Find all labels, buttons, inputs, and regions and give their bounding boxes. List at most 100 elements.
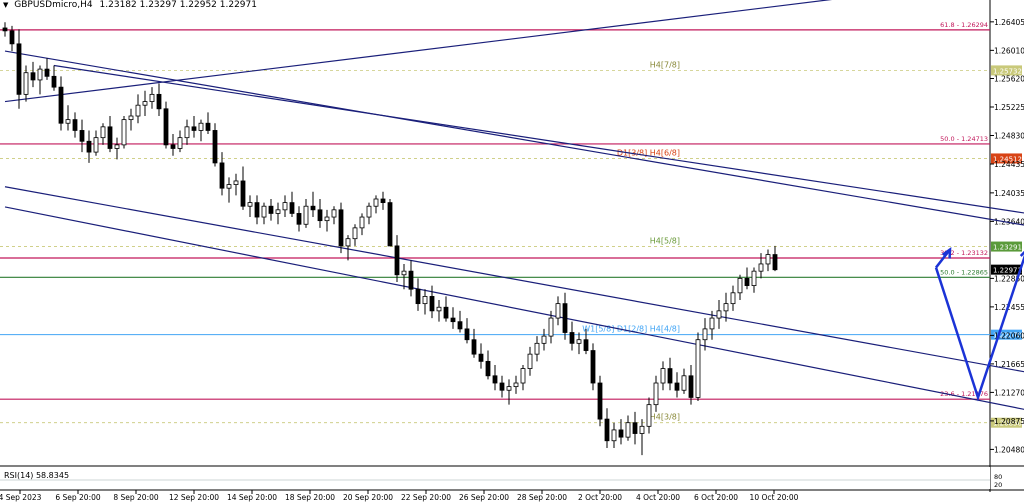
candle-body: [422, 296, 428, 305]
channel-line: [53, 64, 1024, 214]
candle-body: [156, 93, 162, 110]
rsi-label: RSI(14) 58.8345: [4, 471, 70, 480]
x-tick-label: 20 Sep 20:00: [343, 493, 393, 502]
x-tick-label: 10 Oct 20:00: [750, 493, 799, 502]
x-tick-label: 14 Sep 20:00: [227, 493, 277, 502]
chart-header: ▼ GBPUSDmicro,H4 1.23182 1.23297 1.22952…: [3, 0, 257, 10]
candle-body: [359, 216, 365, 229]
channel-line: [4, 206, 1024, 410]
symbol-label: GBPUSDmicro,H4: [14, 0, 93, 10]
candle-body: [576, 339, 582, 344]
candle-body: [205, 122, 211, 131]
candle-body: [534, 342, 540, 355]
candle-body: [30, 72, 36, 81]
y-tick-label: 1.23640: [994, 217, 1024, 226]
dropdown-triangle-icon[interactable]: ▼: [3, 1, 9, 9]
candle-body: [443, 306, 449, 319]
y-tick-label: 1.21270: [994, 388, 1024, 397]
candle-body: [450, 317, 456, 323]
x-tick-label: 12 Sep 20:00: [169, 493, 219, 502]
level-label: 50.0 - 1.24713: [940, 135, 988, 143]
candle-body: [408, 270, 414, 290]
candle-body: [604, 418, 610, 442]
candle-body: [527, 353, 533, 369]
candle-body: [163, 108, 169, 146]
candle-body: [303, 205, 309, 225]
rsi-tick: 80: [994, 473, 1002, 481]
candle-body: [247, 202, 253, 207]
candle-body: [702, 328, 708, 341]
y-tick-label: 1.26405: [994, 18, 1024, 27]
candle-body: [653, 382, 659, 406]
candle-body: [597, 382, 603, 420]
candle-body: [282, 202, 288, 211]
level-label: D1[3/8] H4[6/8]: [617, 148, 680, 157]
candle-body: [107, 126, 113, 149]
channel-line: [4, 186, 1024, 373]
candle-body: [72, 119, 78, 131]
y-tick-label: 1.20480: [994, 445, 1024, 454]
candle-body: [569, 332, 575, 344]
y-tick-label: 1.26010: [994, 46, 1024, 55]
x-tick-label: 6 Sep 20:00: [55, 493, 101, 502]
candle-body: [296, 213, 302, 225]
candle-body: [51, 75, 57, 88]
candle-body: [65, 119, 71, 124]
level-label: 38.2 - 1.23132: [940, 249, 988, 257]
candle-body: [44, 68, 50, 77]
candle-body: [688, 375, 694, 398]
candle-body: [660, 368, 666, 384]
candle-body: [471, 339, 477, 355]
candle-body: [618, 429, 624, 438]
candle-body: [177, 137, 183, 149]
candle-body: [625, 422, 631, 438]
candle-body: [583, 339, 589, 351]
candle-body: [646, 404, 652, 427]
arrowhead-icon: [941, 246, 952, 259]
candle-body: [324, 216, 330, 222]
candle-body: [86, 140, 92, 153]
level-label: 23.6 - 1.21176: [940, 390, 988, 398]
candle-body: [765, 254, 771, 265]
candle-body: [9, 30, 15, 45]
candle-body: [520, 368, 526, 384]
candle-body: [121, 119, 127, 146]
candle-body: [37, 68, 43, 81]
candle-body: [772, 254, 778, 271]
candle-body: [429, 296, 435, 312]
y-tick-label: 1.25225: [994, 103, 1024, 112]
x-tick-label: 6 Oct 20:00: [694, 493, 738, 502]
candle-body: [737, 277, 743, 294]
level-label: H4[5/8]: [650, 237, 680, 246]
candle-body: [310, 205, 316, 211]
candle-body: [198, 122, 204, 131]
candle-body: [632, 422, 638, 434]
candle-body: [744, 277, 750, 286]
price-tag-text: 1.20850: [993, 420, 1022, 428]
x-tick-label: 4 Sep 2023: [0, 493, 42, 502]
candle-body: [674, 382, 680, 391]
candle-body: [436, 306, 442, 312]
y-tick-label: 1.20875: [994, 417, 1024, 426]
rsi-tick: 20: [994, 481, 1002, 489]
candle-body: [100, 126, 106, 139]
x-tick-label: 4 Oct 20:00: [636, 493, 680, 502]
candle-body: [709, 317, 715, 330]
price-tag: [991, 65, 1022, 76]
candle-body: [590, 350, 596, 384]
candle-body: [16, 43, 22, 95]
candle-body: [695, 339, 701, 398]
y-tick-label: 1.21665: [994, 360, 1024, 369]
candle-body: [2, 27, 8, 32]
candle-body: [142, 101, 148, 106]
price-tag: [991, 241, 1022, 252]
candle-body: [639, 425, 645, 434]
current-price-tag: [991, 264, 1022, 275]
candle-body: [394, 245, 400, 276]
candle-body: [128, 115, 134, 121]
candle-body: [352, 227, 358, 240]
price-tag-text: 1.24512: [993, 155, 1022, 163]
candle-body: [226, 184, 232, 189]
candle-body: [751, 270, 757, 286]
